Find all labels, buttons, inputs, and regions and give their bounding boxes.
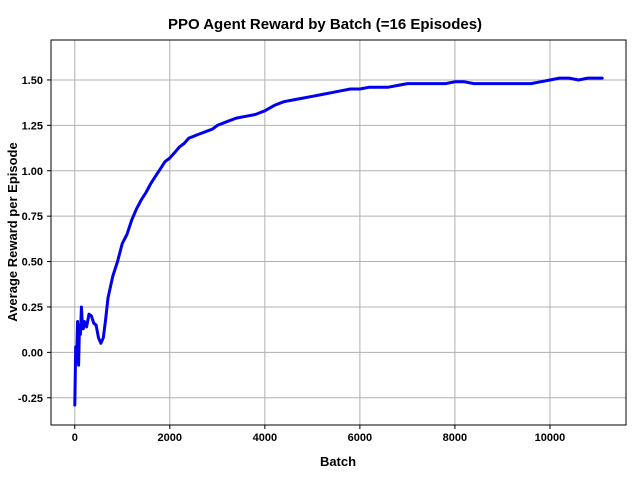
- x-tick-label: 8000: [443, 432, 467, 444]
- x-tick-label: 10000: [535, 432, 566, 444]
- y-axis-label: Average Reward per Episode: [5, 142, 20, 321]
- y-tick-label: 0.00: [22, 347, 43, 359]
- chart-title: PPO Agent Reward by Batch (=16 Episodes): [168, 16, 482, 33]
- axis-ticks: 0 2000 4000 6000 8000 10000 -0.25 0.00 0.25 0.50 0…: [18, 75, 565, 444]
- y-tick-label: -0.25: [18, 393, 43, 405]
- x-axis-label: Batch: [320, 454, 356, 469]
- x-tick-label: 2000: [158, 432, 182, 444]
- plot-frame: [50, 39, 627, 426]
- x-tick-label: 6000: [348, 432, 372, 444]
- x-tick-label: 4000: [253, 432, 277, 444]
- y-tick-label: 0.50: [22, 257, 43, 269]
- reward-series-line: [73, 76, 604, 407]
- x-tick-label: 0: [72, 432, 78, 444]
- y-tick-label: 0.25: [22, 302, 43, 314]
- series-layer: [73, 76, 604, 407]
- y-tick-label: 0.75: [22, 211, 43, 223]
- grid-lines: [51, 40, 626, 425]
- y-tick-label: 1.00: [22, 166, 43, 178]
- y-tick-label: 1.25: [22, 120, 43, 132]
- y-tick-label: 1.50: [22, 75, 43, 87]
